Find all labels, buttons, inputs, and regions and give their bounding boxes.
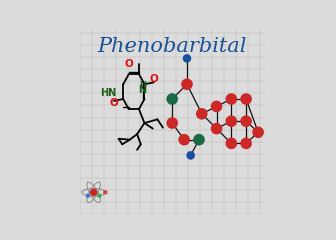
- Point: [199, 112, 204, 116]
- Text: O: O: [110, 98, 118, 108]
- Point: [243, 97, 249, 101]
- Point: [228, 97, 234, 101]
- Point: [184, 56, 190, 60]
- Point: [85, 194, 90, 198]
- Point: [169, 97, 175, 101]
- Point: [228, 141, 234, 145]
- Point: [243, 141, 249, 145]
- Text: Phenobarbital: Phenobarbital: [97, 37, 247, 56]
- Text: O: O: [149, 74, 158, 84]
- Point: [214, 104, 219, 108]
- Point: [196, 138, 202, 142]
- Point: [91, 190, 96, 194]
- Text: N: N: [138, 85, 147, 95]
- Point: [255, 130, 261, 134]
- Point: [169, 121, 175, 125]
- Text: O: O: [125, 59, 133, 69]
- Text: H: H: [139, 81, 146, 90]
- Point: [243, 119, 249, 123]
- Point: [188, 153, 194, 157]
- Point: [184, 82, 190, 86]
- Text: HN: HN: [100, 88, 117, 97]
- Point: [214, 127, 219, 131]
- Point: [102, 190, 108, 194]
- Point: [181, 138, 187, 142]
- Point: [228, 119, 234, 123]
- Point: [97, 194, 102, 198]
